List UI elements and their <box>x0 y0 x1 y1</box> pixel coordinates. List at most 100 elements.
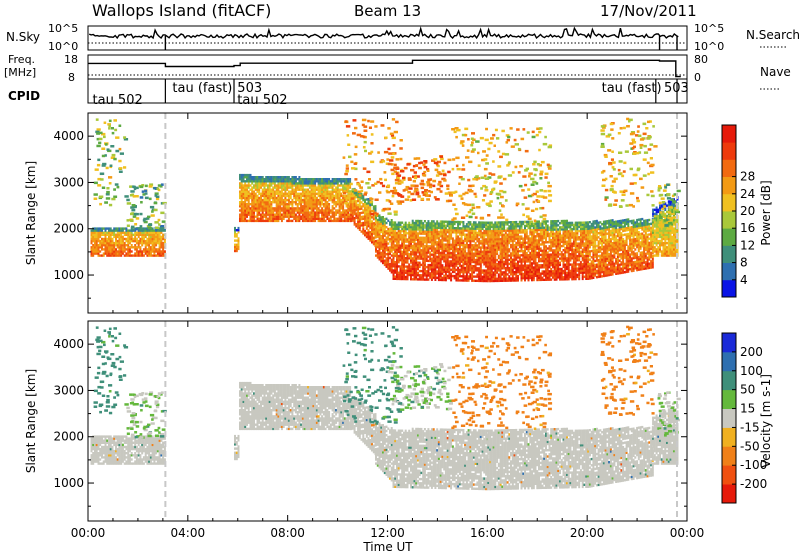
power-cell <box>310 178 313 181</box>
power-cell <box>567 232 570 235</box>
power-cell <box>324 211 327 214</box>
power-cell <box>326 194 329 198</box>
power-cell <box>501 227 504 230</box>
power-cell <box>451 260 454 263</box>
power-cell <box>275 180 278 183</box>
power-cell <box>403 259 405 262</box>
power-cell <box>397 275 400 278</box>
power-cell <box>579 221 582 224</box>
power-cell <box>372 209 375 212</box>
power-cell <box>315 217 318 220</box>
power-cell <box>429 274 432 277</box>
power-cell <box>550 228 553 231</box>
power-cell <box>343 184 346 187</box>
power-cell <box>411 278 414 281</box>
power-cell <box>545 278 547 281</box>
power-cell <box>371 203 373 206</box>
power-cell <box>471 252 474 255</box>
power-cell <box>417 232 419 235</box>
freq-axis-top: 18 <box>64 53 78 66</box>
power-cell <box>497 260 500 264</box>
power-cell <box>101 246 103 249</box>
power-cell <box>149 231 152 234</box>
power-cell <box>432 232 435 236</box>
power-cell <box>571 234 574 237</box>
power-cell <box>496 229 499 233</box>
power-cell <box>256 194 259 198</box>
power-cell <box>329 217 332 220</box>
power-cell <box>451 258 454 261</box>
power-cell <box>109 250 112 253</box>
power-cell <box>321 213 324 216</box>
power-cell <box>489 259 492 262</box>
power-cell <box>451 222 454 226</box>
power-cell <box>280 182 283 185</box>
power-cell <box>108 235 110 239</box>
power-cell <box>385 246 388 250</box>
power-cell <box>277 217 280 220</box>
power-cell <box>333 201 336 204</box>
power-cell <box>301 190 304 193</box>
power-cell <box>310 211 313 214</box>
power-cell <box>404 261 407 264</box>
power-cell <box>382 253 384 256</box>
power-cell <box>486 246 489 249</box>
power-cell <box>253 213 255 216</box>
power-cell <box>242 173 245 177</box>
power-cell <box>483 248 486 251</box>
power-cell <box>109 241 112 245</box>
power-cell <box>375 233 377 236</box>
power-cell <box>550 270 553 273</box>
power-cell <box>506 250 509 253</box>
power-cell <box>483 259 486 262</box>
power-cell <box>268 196 271 200</box>
power-cell <box>567 234 570 237</box>
power-cell <box>156 231 159 234</box>
power-cell <box>499 254 502 257</box>
power-cell <box>146 244 149 247</box>
power-cell <box>265 198 268 202</box>
power-cell <box>392 275 395 278</box>
power-cell <box>321 184 324 187</box>
power-cell <box>347 209 350 212</box>
power-cell <box>467 227 470 230</box>
power-cell <box>522 254 525 257</box>
power-cell <box>467 269 470 272</box>
power-cell <box>153 250 156 253</box>
power-cell <box>553 224 556 227</box>
power-cell <box>99 231 102 234</box>
power-cell <box>574 242 577 245</box>
power-cell <box>479 279 482 283</box>
power-cell <box>301 217 304 220</box>
power-cell <box>263 178 266 181</box>
power-cell <box>432 241 435 244</box>
power-cell <box>506 269 509 272</box>
power-cell <box>517 241 519 245</box>
power-cell <box>489 229 492 233</box>
power-cell <box>240 215 243 218</box>
power-cell <box>471 275 474 278</box>
power-cell <box>343 213 346 216</box>
power-cell <box>277 186 280 189</box>
power-cell <box>481 256 484 260</box>
power-cell <box>254 205 257 208</box>
power-cell <box>286 207 289 210</box>
power-cell <box>441 264 444 267</box>
power-cell <box>134 231 137 234</box>
power-cell <box>476 250 479 253</box>
power-cell <box>380 255 383 259</box>
power-cell <box>256 209 259 212</box>
power-cell <box>158 233 161 236</box>
power-cell <box>515 275 518 278</box>
power-cell <box>534 235 537 238</box>
power-cell <box>343 215 346 218</box>
power-cell <box>287 190 290 193</box>
power-cell <box>524 274 526 278</box>
power-cell <box>256 213 259 216</box>
power-cell <box>310 184 313 187</box>
power-cell <box>467 244 470 247</box>
power-cell <box>396 258 398 262</box>
power-cell <box>415 228 418 231</box>
power-cell <box>261 213 264 216</box>
power-cell <box>487 234 490 237</box>
